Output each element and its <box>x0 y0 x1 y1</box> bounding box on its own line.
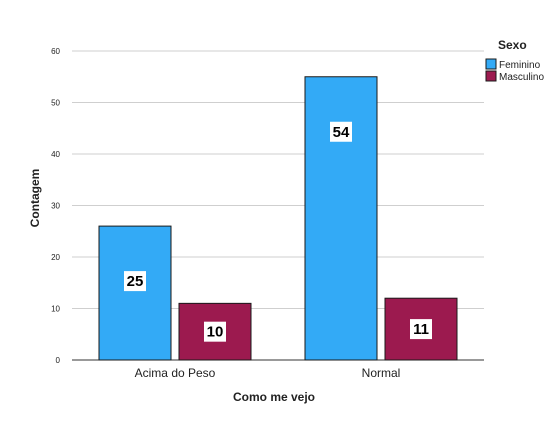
data-label: 11 <box>413 321 429 338</box>
y-tick-label: 0 <box>56 356 61 365</box>
y-tick-label: 60 <box>51 47 60 56</box>
data-label-box <box>410 319 432 340</box>
y-axis-title: Contagem <box>28 169 42 228</box>
x-category-label: Normal <box>362 366 401 380</box>
data-label-box <box>330 121 352 142</box>
y-tick-label: 40 <box>51 150 60 159</box>
legend-label-masculino: Masculino <box>499 72 544 83</box>
data-label: 10 <box>207 324 224 341</box>
data-label: 25 <box>127 273 144 290</box>
bars: 25 10 54 11 <box>98 76 458 361</box>
data-label-box <box>124 271 146 292</box>
legend-label-feminino: Feminino <box>499 60 541 71</box>
x-category-label: Acima do Peso <box>135 366 216 380</box>
bar-feminino-1 <box>98 225 172 361</box>
data-label-box <box>204 321 226 342</box>
x-axis-title: Como me vejo <box>233 390 315 404</box>
y-tick-label: 50 <box>51 99 60 108</box>
bar-feminino-2 <box>304 76 378 361</box>
legend-title: Sexo <box>498 38 527 52</box>
legend-swatch-feminino <box>485 58 497 70</box>
x-axis-category-labels: Acima do Peso Normal <box>135 366 401 380</box>
y-axis-ticks: 0 10 20 30 40 50 60 <box>51 47 60 365</box>
data-label: 54 <box>333 124 350 141</box>
y-tick-label: 20 <box>51 253 60 262</box>
legend-swatch-masculino <box>485 70 497 82</box>
y-tick-label: 10 <box>51 305 60 314</box>
y-tick-label: 30 <box>51 202 60 211</box>
